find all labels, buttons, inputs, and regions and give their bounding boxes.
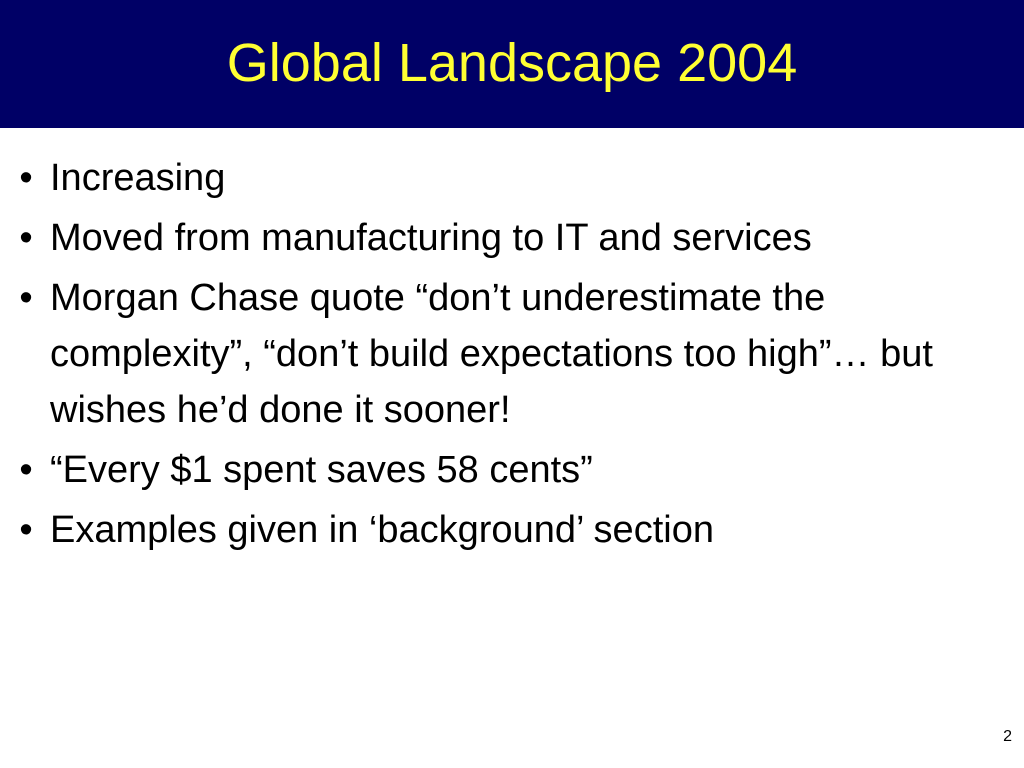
- bullet-dot: •: [19, 217, 33, 259]
- bullet-item-quote: • Morgan Chase quote “don’t underestimat…: [0, 270, 1000, 438]
- page-number: 2: [1003, 728, 1012, 745]
- bullet-text: Examples given in ‘background’ section: [50, 509, 714, 551]
- bullet-item-increasing: • Increasing: [0, 150, 1000, 206]
- title-bar: Global Landscape 2004: [0, 0, 1024, 128]
- slide-title: Global Landscape 2004: [226, 33, 798, 93]
- bullet-dot: •: [19, 157, 33, 199]
- bullet-text: “Every $1 spent saves 58 cents”: [50, 449, 593, 491]
- bullet-text: Morgan Chase quote “don’t underestimate …: [50, 277, 933, 431]
- bullet-text: Increasing: [50, 157, 226, 199]
- bullet-item-savings: • “Every $1 spent saves 58 cents”: [0, 442, 1000, 498]
- bullet-dot: •: [19, 509, 33, 551]
- bullet-text: Moved from manufacturing to IT and servi…: [50, 217, 812, 259]
- bullet-list: • Increasing • Moved from manufacturing …: [0, 150, 1000, 562]
- bullet-dot: •: [19, 449, 33, 491]
- bullet-item-examples: • Examples given in ‘background’ section: [0, 502, 1000, 558]
- bullet-dot: •: [19, 277, 33, 319]
- bullet-item-moved: • Moved from manufacturing to IT and ser…: [0, 210, 1000, 266]
